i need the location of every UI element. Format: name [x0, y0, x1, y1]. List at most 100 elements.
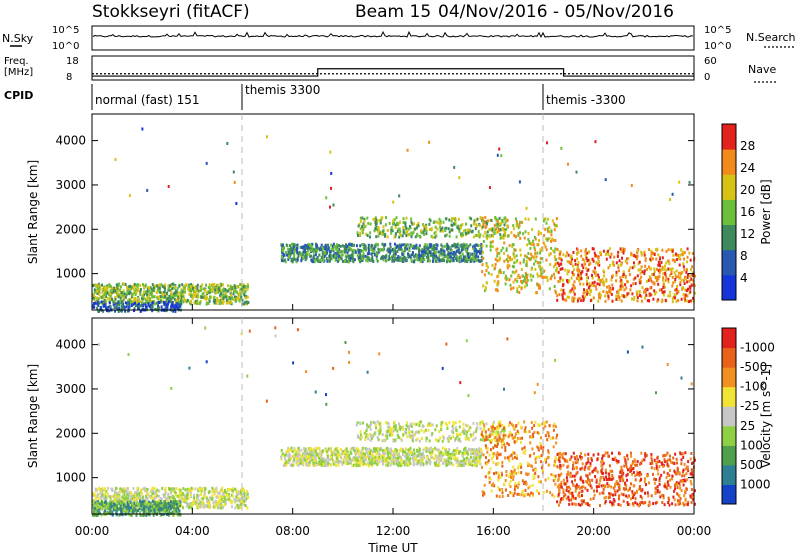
power-cell [187, 287, 190, 291]
power-cell [175, 293, 178, 297]
power-cell [519, 253, 522, 257]
power-cell [537, 243, 540, 247]
power-cell [665, 250, 668, 253]
power-cell [548, 237, 551, 241]
power-colorbar-segment [722, 224, 736, 251]
power-cell [609, 291, 612, 295]
power-cell [435, 254, 438, 258]
power-cell [617, 269, 620, 273]
power-cell [435, 259, 438, 263]
power-cell [408, 224, 411, 228]
velocity-cell [98, 511, 101, 515]
velocity-cell [145, 505, 148, 509]
power-cell [401, 253, 404, 257]
power-cell [628, 269, 631, 273]
power-cell [426, 255, 428, 259]
power-cell [438, 217, 441, 221]
velocity-cell [306, 451, 309, 455]
power-cell [418, 234, 421, 238]
power-cell [428, 140, 431, 144]
power-cell [366, 216, 369, 220]
power-cell [518, 223, 521, 227]
velocity-cell [340, 452, 343, 456]
power-cell [468, 229, 471, 233]
velocity-cell [117, 495, 120, 499]
velocity-cell [401, 462, 403, 466]
power-cell [550, 247, 553, 250]
power-cell [552, 265, 555, 269]
velocity-cell [137, 506, 140, 509]
velocity-cell [189, 502, 192, 506]
velocity-cell [202, 504, 204, 508]
power-cell [394, 250, 397, 254]
velocity-cell [453, 456, 456, 460]
power-cell [669, 268, 672, 271]
power-cell [200, 295, 203, 299]
power-cell [524, 281, 527, 285]
power-cell [636, 251, 639, 255]
nsearch-tick-bottom: 10^0 [704, 41, 731, 52]
power-cell [357, 224, 360, 228]
power-cell [430, 243, 433, 247]
velocity-cell [218, 492, 221, 495]
power-cell [664, 285, 666, 289]
power-cell [636, 299, 639, 303]
power-cell [103, 304, 106, 308]
velocity-cell [195, 503, 198, 507]
power-cell [239, 283, 242, 286]
power-cell [513, 233, 516, 237]
velocity-cell [288, 455, 291, 459]
power-cell [550, 274, 553, 278]
power-cell [604, 178, 607, 182]
power-cell [658, 275, 661, 279]
power-cell [612, 260, 615, 264]
power-cell [502, 227, 505, 230]
power-cell [162, 290, 165, 294]
velocity-cell [208, 505, 211, 509]
power-cell [363, 219, 366, 223]
velocity-cell [179, 488, 182, 492]
power-cell [381, 242, 384, 246]
power-cell [593, 251, 596, 255]
power-cell [370, 252, 373, 256]
power-cell [418, 244, 421, 248]
power-cell [473, 249, 476, 253]
power-cell [667, 248, 670, 252]
power-cell [455, 256, 458, 260]
power-cell [368, 252, 371, 255]
power-cell [455, 249, 458, 253]
power-cell [415, 253, 418, 257]
power-cell [132, 284, 135, 288]
velocity-cell [185, 504, 188, 508]
power-cell [288, 248, 291, 252]
power-cell [356, 253, 359, 257]
power-cell [174, 285, 177, 289]
power-cell [449, 259, 451, 263]
velocity-cell [186, 489, 189, 493]
velocity-cell [194, 499, 197, 503]
power-cell [110, 291, 113, 295]
power-cell [492, 234, 495, 238]
power-cell [174, 304, 177, 308]
power-cell [384, 223, 387, 227]
power-cell [649, 267, 652, 271]
power-cell [664, 264, 666, 268]
power-cell [392, 200, 395, 204]
power-cell [393, 235, 396, 239]
velocity-cell [147, 502, 150, 506]
power-cell [435, 220, 438, 224]
velocity-cell [285, 449, 288, 453]
power-cell [685, 289, 688, 293]
power-cell [566, 260, 569, 263]
velocity-cell [304, 449, 307, 453]
power-cell [679, 274, 682, 278]
power-cell [467, 252, 469, 256]
power-cell [226, 142, 229, 145]
velocity-cell [178, 496, 181, 500]
power-cell [164, 287, 167, 291]
power-cell [677, 290, 680, 294]
velocity-cell [331, 450, 334, 454]
velocity-cell [129, 490, 132, 494]
power-cell [213, 301, 216, 305]
power-cell [235, 297, 238, 301]
